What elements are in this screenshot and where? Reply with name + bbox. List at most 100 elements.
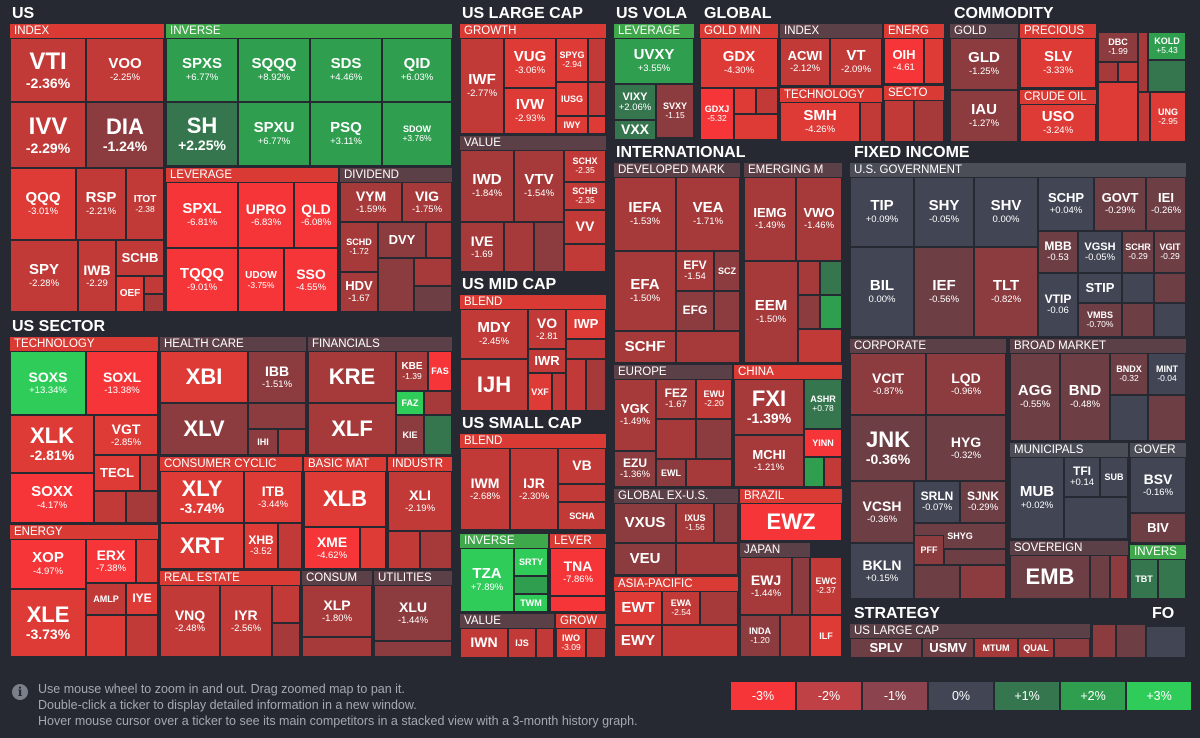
tile-unlabeled[interactable] xyxy=(662,625,738,657)
ticker-ashr[interactable]: ASHR +0.78 xyxy=(804,379,842,429)
ticker-kre[interactable]: KRE xyxy=(308,351,396,403)
ticker-shy[interactable]: SHY -0.05% xyxy=(914,177,974,247)
ticker-iwb[interactable]: IWB -2.29 xyxy=(78,240,116,312)
ticker-efa[interactable]: EFA -1.50% xyxy=(614,251,676,331)
tile-unlabeled[interactable] xyxy=(534,222,564,272)
tile-unlabeled[interactable] xyxy=(734,88,756,114)
tile-unlabeled[interactable] xyxy=(798,329,842,363)
tile-unlabeled[interactable] xyxy=(780,615,810,657)
tile-unlabeled[interactable] xyxy=(504,222,534,272)
ticker-iei[interactable]: IEI -0.26% xyxy=(1146,177,1186,231)
ticker-amlp[interactable]: AMLP xyxy=(86,583,126,615)
ticker-ixus[interactable]: IXUS -1.56 xyxy=(676,503,714,543)
ticker-tna[interactable]: TNA -7.86% xyxy=(550,548,606,596)
tile-unlabeled[interactable] xyxy=(676,331,740,363)
ticker-qld[interactable]: QLD -6.08% xyxy=(294,182,338,248)
ticker-erx[interactable]: ERX -7.38% xyxy=(86,539,136,583)
ticker-ivw[interactable]: IVW -2.93% xyxy=(504,88,556,134)
ticker-iye[interactable]: IYE xyxy=(126,583,158,615)
ticker-xlb[interactable]: XLB xyxy=(304,471,386,527)
tile-unlabeled[interactable] xyxy=(1098,82,1138,142)
ticker-psq[interactable]: PSQ +3.11% xyxy=(310,102,382,166)
tile-unlabeled[interactable] xyxy=(566,359,586,411)
ticker-ilf[interactable]: ILF xyxy=(810,615,842,657)
ticker-ive[interactable]: IVE -1.69 xyxy=(460,222,504,272)
ticker-sqqq[interactable]: SQQQ +8.92% xyxy=(238,38,310,102)
ticker-vtv[interactable]: VTV -1.54% xyxy=(514,150,564,222)
ticker-oef[interactable]: OEF xyxy=(116,276,144,312)
ticker-ewl[interactable]: EWL xyxy=(656,459,686,487)
ticker-xlv[interactable]: XLV xyxy=(160,403,248,455)
tile-unlabeled[interactable] xyxy=(272,623,300,657)
tile-unlabeled[interactable] xyxy=(378,258,414,312)
tile-unlabeled[interactable] xyxy=(564,244,606,272)
tile-unlabeled[interactable] xyxy=(820,295,842,329)
ticker-tqqq[interactable]: TQQQ -9.01% xyxy=(166,248,238,312)
ticker-fez[interactable]: FEZ -1.67 xyxy=(656,379,696,419)
ticker-ewz[interactable]: EWZ xyxy=(740,503,842,541)
ticker-rsp[interactable]: RSP -2.21% xyxy=(76,168,126,240)
ticker-efv[interactable]: EFV -1.54 xyxy=(676,251,714,291)
tile-unlabeled[interactable] xyxy=(756,88,778,114)
ticker-iwn[interactable]: IWN xyxy=(460,628,508,658)
ticker-spxl[interactable]: SPXL -6.81% xyxy=(166,182,238,248)
tile-unlabeled[interactable] xyxy=(1054,638,1090,658)
tile-unlabeled[interactable] xyxy=(588,116,606,134)
ticker-spxu[interactable]: SPXU +6.77% xyxy=(238,102,310,166)
tile-unlabeled[interactable] xyxy=(792,557,810,615)
tile-unlabeled[interactable] xyxy=(144,276,164,294)
ticker-ivv[interactable]: IVV -2.29% xyxy=(10,102,86,168)
tile-unlabeled[interactable] xyxy=(302,637,372,657)
ticker-spy[interactable]: SPY -2.28% xyxy=(10,240,78,312)
ticker-uso[interactable]: USO -3.24% xyxy=(1020,104,1096,142)
tile-unlabeled[interactable] xyxy=(686,459,732,487)
tile-unlabeled[interactable] xyxy=(1158,559,1186,599)
ticker-sjnk[interactable]: SJNK -0.29% xyxy=(960,481,1006,523)
ticker-vea[interactable]: VEA -1.71% xyxy=(676,177,740,251)
ticker-vxf[interactable]: VXF xyxy=(528,373,552,411)
tile-unlabeled[interactable] xyxy=(1110,555,1128,599)
ticker-biv[interactable]: BIV xyxy=(1130,513,1186,543)
tile-unlabeled[interactable] xyxy=(734,114,778,140)
ticker-ijh[interactable]: IJH xyxy=(460,359,528,411)
tile-unlabeled[interactable] xyxy=(798,295,820,329)
tile-unlabeled[interactable] xyxy=(420,531,452,569)
ticker-agg[interactable]: AGG -0.55% xyxy=(1010,353,1060,441)
tile-unlabeled[interactable] xyxy=(1064,497,1128,539)
ticker-shv[interactable]: SHV 0.00% xyxy=(974,177,1038,247)
tile-unlabeled[interactable] xyxy=(1138,92,1150,142)
ticker-xle[interactable]: XLE -3.73% xyxy=(10,589,86,657)
ticker-dia[interactable]: DIA -1.24% xyxy=(86,102,164,168)
ticker-xlf[interactable]: XLF xyxy=(308,403,396,455)
tile-unlabeled[interactable] xyxy=(1154,273,1186,303)
ticker-fas[interactable]: FAS xyxy=(428,351,452,391)
tile-unlabeled[interactable] xyxy=(426,222,452,258)
ticker-vti[interactable]: VTI -2.36% xyxy=(10,38,86,102)
tile-unlabeled[interactable] xyxy=(960,565,1006,599)
tile-unlabeled[interactable] xyxy=(126,491,158,523)
tile-unlabeled[interactable] xyxy=(1118,62,1138,82)
tile-unlabeled[interactable] xyxy=(944,549,1006,565)
tile-unlabeled[interactable] xyxy=(552,373,566,411)
ticker-xlu[interactable]: XLU -1.44% xyxy=(374,585,452,641)
ticker-xly[interactable]: XLY -3.74% xyxy=(160,471,244,523)
ticker-bnd[interactable]: BND -0.48% xyxy=(1060,353,1110,441)
tile-unlabeled[interactable] xyxy=(1092,624,1116,658)
ticker-vb[interactable]: VB xyxy=(558,448,606,484)
ticker-srln[interactable]: SRLN -0.07% xyxy=(914,481,960,523)
ticker-tfi[interactable]: TFI +0.14 xyxy=(1064,457,1100,497)
ticker-twm[interactable]: TWM xyxy=(514,594,548,612)
ticker-vug[interactable]: VUG -3.06% xyxy=(504,38,556,88)
tile-unlabeled[interactable] xyxy=(1098,62,1118,82)
ticker-vcsh[interactable]: VCSH -0.36% xyxy=(850,481,914,543)
ticker-ijr[interactable]: IJR -2.30% xyxy=(510,448,558,530)
ticker-vmbs[interactable]: VMBS -0.70% xyxy=(1078,303,1122,337)
tile-unlabeled[interactable] xyxy=(700,591,738,625)
ticker-qqq[interactable]: QQQ -3.01% xyxy=(10,168,76,240)
tile-unlabeled[interactable] xyxy=(424,391,452,415)
ticker-ijs[interactable]: IJS xyxy=(508,628,536,658)
tile-unlabeled[interactable] xyxy=(414,286,452,312)
ticker-efg[interactable]: EFG xyxy=(676,291,714,331)
ticker-mbb[interactable]: MBB -0.53 xyxy=(1038,231,1078,273)
ticker-vxx[interactable]: VXX xyxy=(614,120,656,140)
